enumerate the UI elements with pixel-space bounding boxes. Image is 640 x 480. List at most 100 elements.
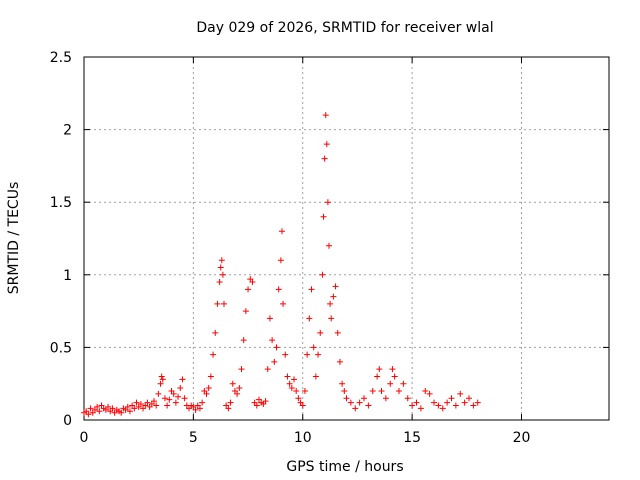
- data-point: [339, 380, 346, 387]
- data-point: [336, 358, 343, 365]
- data-point: [166, 396, 173, 403]
- data-point: [155, 390, 162, 397]
- data-point: [161, 395, 168, 402]
- data-point: [417, 405, 424, 412]
- data-point: [409, 402, 416, 409]
- data-point: [216, 279, 223, 286]
- data-point: [124, 403, 131, 410]
- data-point: [334, 329, 341, 336]
- data-point: [308, 286, 315, 293]
- data-point: [131, 405, 138, 412]
- data-point: [249, 279, 256, 286]
- data-point: [341, 387, 348, 394]
- data-point: [413, 399, 420, 406]
- data-point: [137, 401, 144, 408]
- data-point: [286, 380, 293, 387]
- data-point: [262, 398, 269, 405]
- data-point: [452, 402, 459, 409]
- data-point: [175, 393, 182, 400]
- data-point: [293, 387, 300, 394]
- data-point: [304, 351, 311, 358]
- data-point: [158, 373, 165, 380]
- data-point: [253, 402, 260, 409]
- data-point: [242, 308, 249, 315]
- data-point: [214, 300, 221, 307]
- data-point: [328, 315, 335, 322]
- data-point: [164, 402, 171, 409]
- data-point: [271, 358, 278, 365]
- data-point: [133, 399, 140, 406]
- data-point: [282, 351, 289, 358]
- y-tick-label: 1.5: [50, 195, 72, 211]
- data-point: [321, 155, 328, 162]
- data-point: [317, 329, 324, 336]
- data-point: [96, 408, 103, 415]
- data-point: [277, 257, 284, 264]
- data-point: [225, 405, 232, 412]
- data-point: [396, 387, 402, 394]
- data-point: [426, 390, 433, 397]
- data-point: [319, 271, 326, 278]
- data-point: [240, 337, 247, 344]
- data-point: [266, 315, 273, 322]
- plot-frame: [83, 56, 610, 421]
- data-point: [126, 408, 133, 415]
- data-points: [81, 112, 481, 418]
- grid-layer: [84, 57, 609, 420]
- data-point: [439, 405, 446, 412]
- data-point: [229, 380, 236, 387]
- y-tick-label: 0: [63, 413, 72, 429]
- data-point: [431, 399, 437, 406]
- chart-title: Day 029 of 2026, SRMTID for receiver wla…: [196, 20, 493, 36]
- data-point: [301, 387, 308, 394]
- data-point: [218, 257, 225, 264]
- data-point: [245, 286, 252, 293]
- data-point: [326, 242, 332, 249]
- x-tick-label: 10: [294, 430, 312, 446]
- data-point: [159, 376, 166, 383]
- data-point: [322, 112, 329, 119]
- data-point: [356, 399, 363, 406]
- data-point: [207, 373, 214, 380]
- x-tick-label: 20: [513, 430, 531, 446]
- data-point: [284, 373, 291, 380]
- data-point: [376, 366, 383, 373]
- data-point: [365, 402, 372, 409]
- x-tick-label: 5: [189, 430, 198, 446]
- data-point: [273, 344, 280, 351]
- data-point: [238, 366, 245, 373]
- data-point: [378, 387, 385, 394]
- data-point: [327, 300, 334, 307]
- data-point: [295, 395, 302, 402]
- data-point: [118, 409, 125, 416]
- data-point: [144, 399, 151, 406]
- data-point: [157, 380, 164, 387]
- data-point: [172, 399, 179, 406]
- data-point: [330, 293, 337, 300]
- data-point: [387, 380, 394, 387]
- data-point: [192, 406, 199, 413]
- data-point: [324, 199, 331, 206]
- data-point: [343, 395, 350, 402]
- data-point: [444, 399, 451, 406]
- data-point: [177, 385, 184, 392]
- data-point: [461, 399, 468, 406]
- data-point: [306, 315, 313, 322]
- data-point: [278, 228, 285, 235]
- data-point: [217, 264, 224, 271]
- data-point: [234, 390, 241, 397]
- data-point: [404, 395, 411, 402]
- data-point: [470, 402, 477, 409]
- data-point: [221, 300, 227, 307]
- data-point: [199, 399, 206, 406]
- data-point: [400, 380, 407, 387]
- data-point: [109, 405, 116, 412]
- data-point: [474, 399, 481, 406]
- data-point: [382, 395, 389, 402]
- data-point: [299, 402, 306, 409]
- data-point: [105, 403, 112, 410]
- y-tick-label: 0.5: [50, 340, 72, 356]
- ticks-layer: 0 5 10 15 20 0 0.5 1 1.5 2 2.5: [50, 50, 609, 446]
- data-point: [236, 385, 243, 392]
